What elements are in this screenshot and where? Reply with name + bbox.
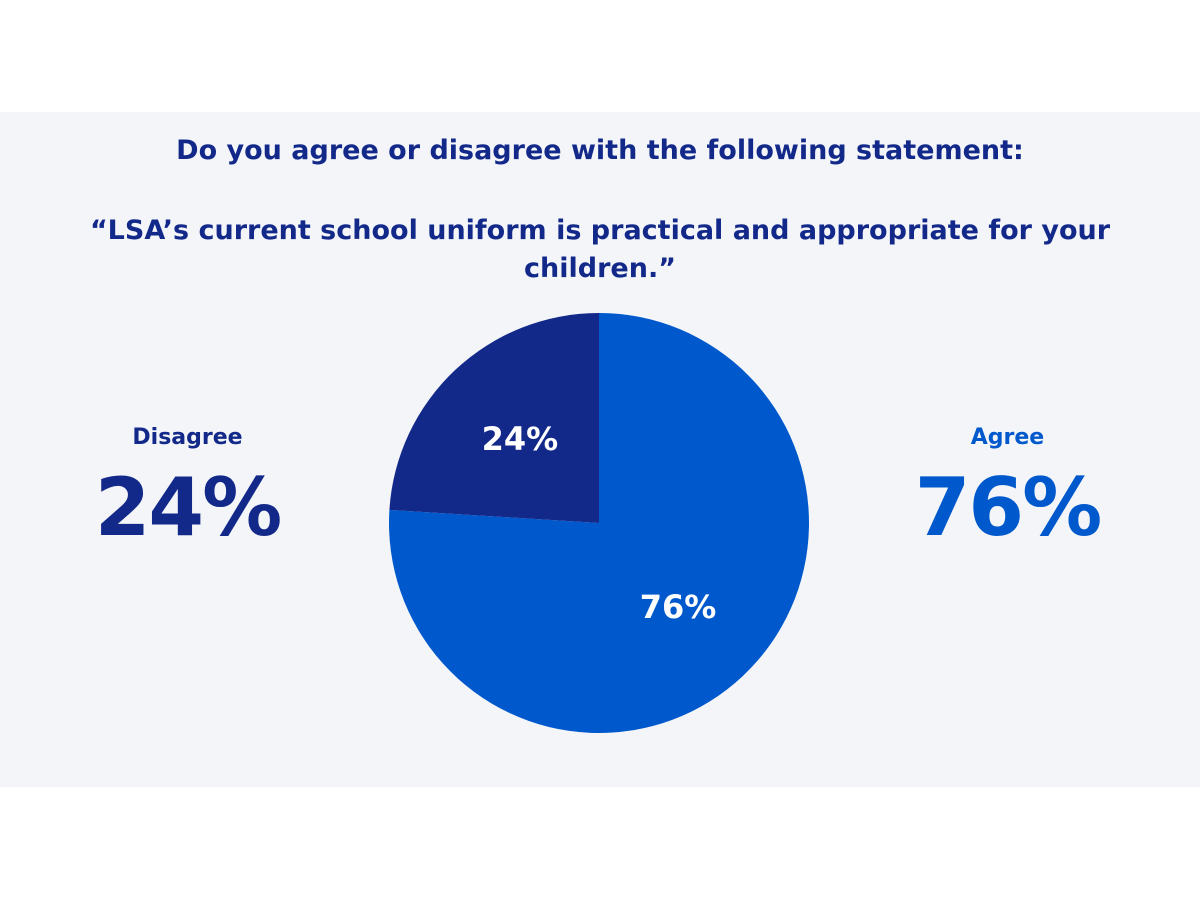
agree-summary: Agree 76% (890, 425, 1125, 553)
statement-line-1: “LSA’s current school uniform is practic… (89, 215, 1111, 246)
agree-label: Agree (970, 425, 1045, 450)
statement-line-2: children.” (524, 253, 676, 284)
statement-text: “LSA’s current school uniform is practic… (0, 212, 1200, 288)
disagree-summary: Disagree 24% (70, 425, 305, 553)
disagree-percent: 24% (94, 461, 282, 554)
question-title: Do you agree or disagree with the follow… (176, 135, 1024, 166)
pie-slice-disagree (389, 313, 599, 523)
agree-percent: 76% (914, 461, 1102, 554)
disagree-label: Disagree (132, 425, 243, 450)
